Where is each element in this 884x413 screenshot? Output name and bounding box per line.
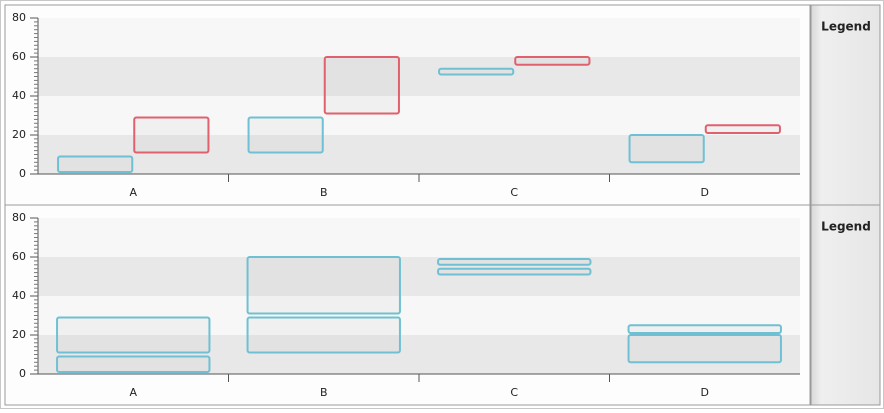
range-bar: [133, 116, 210, 154]
x-tick-label: D: [701, 186, 709, 199]
range-bar: [246, 316, 401, 354]
stripe: [38, 96, 800, 135]
range-bar: [437, 257, 592, 266]
range-bar: [627, 334, 782, 364]
x-tick-label: A: [129, 386, 137, 399]
legend-panel: [810, 204, 881, 406]
range-bar: [246, 256, 401, 315]
y-tick-label: 40: [12, 289, 26, 302]
x-tick-label: B: [320, 186, 328, 199]
y-tick-label: 60: [12, 250, 26, 263]
range-bar: [437, 267, 592, 276]
range-bar: [323, 56, 400, 115]
range-bar: [247, 116, 324, 154]
range-bar: [628, 134, 705, 164]
range-bar: [438, 67, 515, 76]
x-tick-label: D: [701, 386, 709, 399]
y-tick-label: 80: [12, 211, 26, 224]
x-tick-label: C: [510, 386, 518, 399]
legend-panel: [810, 4, 881, 206]
range-bar: [514, 56, 591, 66]
x-tick-label: C: [510, 186, 518, 199]
x-tick-label: A: [129, 186, 137, 199]
stripe: [38, 296, 800, 335]
y-tick-label: 0: [19, 167, 26, 180]
y-tick-label: 40: [12, 89, 26, 102]
stripe: [38, 135, 800, 174]
legend-title: Legend: [821, 220, 871, 234]
y-tick-label: 20: [12, 328, 26, 341]
y-tick-label: 80: [12, 11, 26, 24]
range-bar: [704, 124, 781, 135]
range-bar: [627, 324, 782, 335]
legend-title: Legend: [821, 20, 871, 34]
range-bar: [56, 355, 211, 374]
y-tick-label: 20: [12, 128, 26, 141]
range-bar: [57, 155, 134, 174]
stripe: [38, 218, 800, 257]
stripe: [38, 18, 800, 57]
stripe: [38, 57, 800, 96]
y-tick-label: 60: [12, 50, 26, 63]
stripe: [38, 335, 800, 374]
range-bar: [56, 316, 211, 354]
x-tick-label: B: [320, 386, 328, 399]
stripe: [38, 257, 800, 296]
y-tick-label: 0: [19, 367, 26, 380]
